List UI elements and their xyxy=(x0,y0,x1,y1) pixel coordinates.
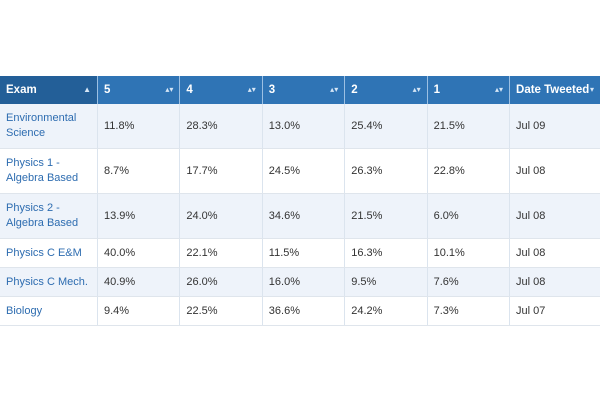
score-3-cell: 16.0% xyxy=(262,267,346,297)
score-5-cell: 9.4% xyxy=(97,296,181,326)
sort-ascending-icon: ▲ xyxy=(83,85,91,94)
sort-icon: ▴▾ xyxy=(494,85,504,94)
score-2-cell: 25.4% xyxy=(344,104,428,149)
sort-icon: ▴▾ xyxy=(330,85,339,94)
exam-name-cell[interactable]: Physics 2 - Algebra Based xyxy=(0,193,98,239)
table-row: Biology 9.4% 22.5% 36.6% 24.2% 7.3% Jul … xyxy=(0,296,600,326)
score-3-cell: 36.6% xyxy=(262,296,346,326)
score-5-cell: 11.8% xyxy=(97,104,181,149)
column-header-label: 4 xyxy=(186,84,193,96)
date-tweeted-cell: Jul 07 xyxy=(509,296,600,326)
score-4-cell: 28.3% xyxy=(179,104,263,149)
score-2-cell: 26.3% xyxy=(344,148,428,194)
score-5-cell: 40.0% xyxy=(97,238,181,268)
score-2-cell: 16.3% xyxy=(344,238,428,268)
date-tweeted-cell: Jul 09 xyxy=(509,104,600,149)
score-4-cell: 26.0% xyxy=(179,267,263,297)
score-2-cell: 9.5% xyxy=(344,267,428,297)
column-header-date-tweeted[interactable]: Date Tweeted ▾ xyxy=(509,76,600,104)
column-header-score-5[interactable]: 5 ▴▾ xyxy=(97,76,181,104)
date-tweeted-cell: Jul 08 xyxy=(509,193,600,239)
score-4-cell: 22.1% xyxy=(179,238,263,268)
score-5-cell: 8.7% xyxy=(97,148,181,194)
ap-scores-table-container: Exam ▲ 5 ▴▾ 4 ▴▾ 3 ▴▾ 2 ▴▾ 1 ▴▾ Date Tweeted ▾ … xyxy=(0,76,600,326)
date-tweeted-cell: Jul 08 xyxy=(509,267,600,297)
table-row: Physics 1 - Algebra Based 8.7% 17.7% 24.5… xyxy=(0,148,600,194)
table-row: Physics C Mech. 40.9% 26.0% 16.0% 9.5% 7… xyxy=(0,267,600,297)
score-3-cell: 11.5% xyxy=(262,238,346,268)
column-header-label: 2 xyxy=(351,84,358,96)
score-5-cell: 40.9% xyxy=(97,267,181,297)
exam-name-cell[interactable]: Environmental Science xyxy=(0,104,98,149)
ap-scores-table: Exam ▲ 5 ▴▾ 4 ▴▾ 3 ▴▾ 2 ▴▾ 1 ▴▾ Date Tweeted ▾ … xyxy=(0,76,600,326)
score-4-cell: 24.0% xyxy=(179,193,263,239)
score-5-cell: 13.9% xyxy=(97,193,181,239)
table-row: Physics C E&M 40.0% 22.1% 11.5% 16.3% 10… xyxy=(0,238,600,268)
score-2-cell: 24.2% xyxy=(344,296,428,326)
date-tweeted-cell: Jul 08 xyxy=(509,148,600,194)
exam-name-cell[interactable]: Physics 1 - Algebra Based xyxy=(0,148,98,194)
sort-icon: ▴▾ xyxy=(412,85,421,94)
column-header-score-4[interactable]: 4 ▴▾ xyxy=(179,76,263,104)
score-1-cell: 21.5% xyxy=(427,104,511,149)
column-header-label: 1 xyxy=(433,84,441,96)
table-row: Environmental Science 11.8% 28.3% 13.0% 2… xyxy=(0,104,600,149)
score-3-cell: 34.6% xyxy=(262,193,346,239)
score-3-cell: 24.5% xyxy=(262,148,346,194)
score-1-cell: 6.0% xyxy=(427,193,511,239)
table-header-row: Exam ▲ 5 ▴▾ 4 ▴▾ 3 ▴▾ 2 ▴▾ 1 ▴▾ Date Tweeted ▾ xyxy=(0,76,600,104)
column-header-label: Exam xyxy=(6,84,37,96)
score-4-cell: 17.7% xyxy=(179,148,263,194)
column-header-label: 5 xyxy=(103,84,111,96)
score-1-cell: 22.8% xyxy=(427,148,511,194)
column-header-score-1[interactable]: 1 ▴▾ xyxy=(427,76,511,104)
exam-name-cell[interactable]: Biology xyxy=(0,296,98,326)
score-1-cell: 7.6% xyxy=(427,267,511,297)
score-1-cell: 7.3% xyxy=(427,296,511,326)
sort-icon: ▴▾ xyxy=(247,85,256,94)
score-1-cell: 10.1% xyxy=(427,238,511,268)
table-row: Physics 2 - Algebra Based 13.9% 24.0% 34.… xyxy=(0,193,600,239)
exam-name-cell[interactable]: Physics C E&M xyxy=(0,238,98,268)
column-header-score-3[interactable]: 3 ▴▾ xyxy=(262,76,346,104)
sort-icon: ▴▾ xyxy=(165,85,174,94)
column-header-label: Date Tweeted xyxy=(516,84,590,96)
exam-name-cell[interactable]: Physics C Mech. xyxy=(0,267,98,297)
score-4-cell: 22.5% xyxy=(179,296,263,326)
column-header-exam[interactable]: Exam ▲ xyxy=(0,76,98,104)
score-3-cell: 13.0% xyxy=(262,104,346,149)
score-2-cell: 21.5% xyxy=(344,193,428,239)
date-tweeted-cell: Jul 08 xyxy=(509,238,600,268)
sort-descending-icon: ▾ xyxy=(589,85,594,94)
column-header-label: 3 xyxy=(268,84,276,96)
column-header-score-2[interactable]: 2 ▴▾ xyxy=(344,76,428,104)
